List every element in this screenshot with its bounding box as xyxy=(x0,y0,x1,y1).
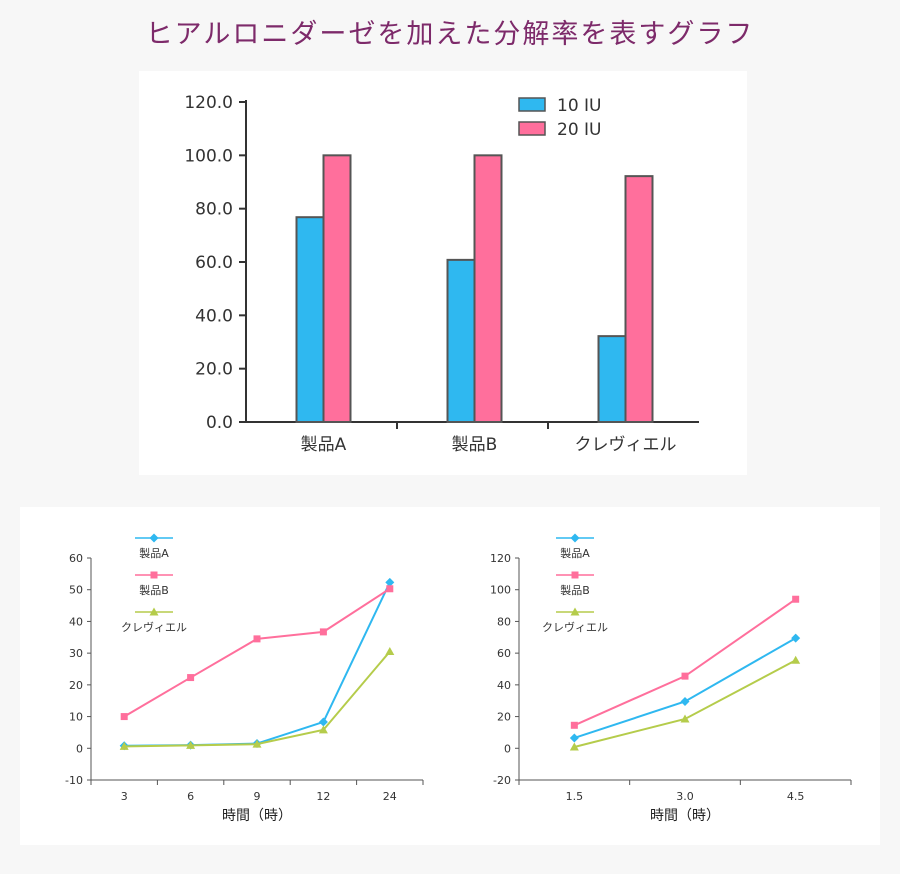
data-point xyxy=(187,674,195,682)
line-charts-panel: -10 0 10 20 30 40 50 60 3 6 9 12 24 時間（時） 製品A 製品B クレヴィエル… xyxy=(20,507,880,845)
legend-marker xyxy=(570,533,580,543)
data-point xyxy=(681,672,689,680)
y-tick-label: 30 xyxy=(69,647,83,660)
legend-marker xyxy=(150,571,158,579)
bar xyxy=(597,335,627,423)
data-point xyxy=(319,628,327,636)
data-point xyxy=(385,647,395,656)
bar xyxy=(322,154,352,423)
data-point xyxy=(791,655,801,664)
x-tick-label: 3.0 xyxy=(676,790,694,803)
data-point xyxy=(385,577,395,587)
bar xyxy=(473,154,503,423)
x-tick-label: クレヴィエル xyxy=(575,435,677,455)
data-point xyxy=(252,739,262,748)
x-axis-label: 時間（時） xyxy=(650,808,720,824)
y-tick-label: 50 xyxy=(69,584,83,597)
y-tick-label: -10 xyxy=(65,774,83,787)
legend-marker xyxy=(149,533,159,543)
x-tick-label: 9 xyxy=(254,790,261,803)
legend-marker xyxy=(149,607,159,616)
x-axis-label: 時間（時） xyxy=(222,808,292,824)
y-tick-label: 20 xyxy=(69,679,83,692)
y-tick-label: 20 xyxy=(497,711,511,724)
legend-swatch xyxy=(518,97,546,112)
y-tick-label: 80.0 xyxy=(195,200,233,220)
bar-chart-panel: 0.0 20.0 40.0 60.0 80.0 100.0 120.0 製品A 製品B クレヴィエ… xyxy=(139,71,747,475)
data-point xyxy=(186,740,196,749)
y-tick-label: 0.0 xyxy=(206,413,233,433)
y-tick-label: 60 xyxy=(69,552,83,565)
data-point xyxy=(253,635,261,643)
x-tick-label: 製品B xyxy=(452,435,498,455)
y-tick-label: 100 xyxy=(490,584,511,597)
y-tick-label: 40 xyxy=(69,615,83,628)
y-tick-label: -20 xyxy=(493,774,511,787)
x-tick-label: 1.5 xyxy=(566,790,584,803)
data-point xyxy=(791,633,801,643)
data-point xyxy=(680,714,690,723)
y-tick-label: 40 xyxy=(497,679,511,692)
legend-label: 20 IU xyxy=(557,120,602,140)
bar-chart: 0.0 20.0 40.0 60.0 80.0 100.0 120.0 製品A 製品B クレヴィエ… xyxy=(184,93,699,455)
data-point xyxy=(570,721,578,729)
x-tick-label: 12 xyxy=(316,790,330,803)
series-line xyxy=(574,637,797,739)
y-tick-label: 60 xyxy=(497,647,511,660)
bar xyxy=(624,175,654,423)
x-tick-label: 製品A xyxy=(301,435,347,455)
legend-label: クレヴィエル xyxy=(542,620,608,634)
y-tick-label: 10 xyxy=(69,711,83,724)
y-tick-label: 120.0 xyxy=(184,93,233,113)
bar xyxy=(295,216,325,423)
data-point xyxy=(318,717,328,727)
page-title: ヒアルロニダーゼを加えた分解率を表すグラフ xyxy=(145,19,755,50)
y-tick-label: 100.0 xyxy=(184,146,233,166)
data-point xyxy=(120,713,128,721)
data-point xyxy=(569,733,579,743)
legend-swatch xyxy=(518,121,546,136)
x-tick-label: 3 xyxy=(121,790,128,803)
series-line xyxy=(573,598,797,727)
legend-marker xyxy=(570,607,580,616)
y-tick-label: 40.0 xyxy=(195,306,233,326)
series-line xyxy=(124,581,391,747)
y-tick-label: 0 xyxy=(504,742,511,755)
legend-label: 製品B xyxy=(560,583,590,597)
data-point xyxy=(792,595,800,603)
line-chart-left: -10 0 10 20 30 40 50 60 3 6 9 12 24 時間（時） 製品A 製品B クレヴィエル xyxy=(65,533,424,824)
y-tick-label: 0 xyxy=(76,742,83,755)
legend-label: 製品B xyxy=(139,583,169,597)
data-point xyxy=(318,725,328,734)
data-point xyxy=(119,741,129,750)
y-tick-label: 120 xyxy=(490,552,511,565)
data-point xyxy=(680,697,690,707)
line-chart-right: -20 0 20 40 60 80 100 120 1.5 3.0 4.5 時間（時） 製品A 製品B クレ… xyxy=(490,533,852,824)
x-tick-label: 24 xyxy=(383,790,397,803)
y-tick-label: 20.0 xyxy=(195,360,233,380)
x-tick-label: 4.5 xyxy=(787,790,805,803)
data-point xyxy=(569,742,579,751)
legend-label: 製品A xyxy=(139,546,169,560)
legend-marker xyxy=(571,571,579,579)
y-tick-label: 60.0 xyxy=(195,253,233,273)
legend-label: クレヴィエル xyxy=(121,620,187,634)
legend-label: 製品A xyxy=(560,546,590,560)
y-tick-label: 80 xyxy=(497,615,511,628)
bar xyxy=(446,258,476,423)
data-point xyxy=(386,585,394,593)
legend-label: 10 IU xyxy=(557,96,602,116)
x-tick-label: 6 xyxy=(187,790,194,803)
